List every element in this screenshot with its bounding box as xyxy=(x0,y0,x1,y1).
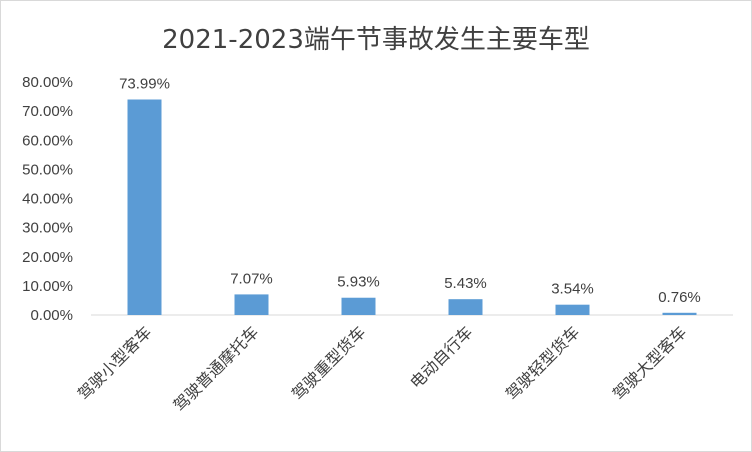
category-label: 驾驶重型货车 xyxy=(288,322,369,403)
bar xyxy=(341,297,376,315)
data-label: 5.43% xyxy=(444,275,487,292)
y-tick-label: 30.00% xyxy=(22,220,73,237)
category-label: 驾驶普通摩托车 xyxy=(170,322,263,415)
y-tick-label: 10.00% xyxy=(22,278,73,295)
bar xyxy=(662,312,697,315)
category-label: 驾驶大型客车 xyxy=(609,322,690,403)
y-tick-label: 20.00% xyxy=(22,249,73,266)
data-label: 3.54% xyxy=(551,281,594,298)
bar xyxy=(234,294,269,315)
y-tick-label: 50.00% xyxy=(22,161,73,178)
data-label: 5.93% xyxy=(337,274,380,291)
chart-title: 2021-2023端午节事故发生主要车型 xyxy=(162,25,590,55)
category-label: 驾驶小型客车 xyxy=(74,322,155,403)
data-label: 0.76% xyxy=(658,289,701,306)
bar xyxy=(555,304,590,315)
category-label: 电动自行车 xyxy=(406,322,476,392)
bar xyxy=(127,99,162,316)
y-tick-label: 0.00% xyxy=(30,307,73,324)
y-tick-label: 40.00% xyxy=(22,191,73,208)
category-label: 驾驶轻型货车 xyxy=(502,322,583,403)
y-tick-label: 80.00% xyxy=(22,74,73,91)
data-label: 7.07% xyxy=(230,270,273,287)
data-label: 73.99% xyxy=(119,76,170,93)
y-tick-label: 70.00% xyxy=(22,103,73,120)
y-tick-label: 60.00% xyxy=(22,132,73,149)
bar xyxy=(448,299,483,315)
